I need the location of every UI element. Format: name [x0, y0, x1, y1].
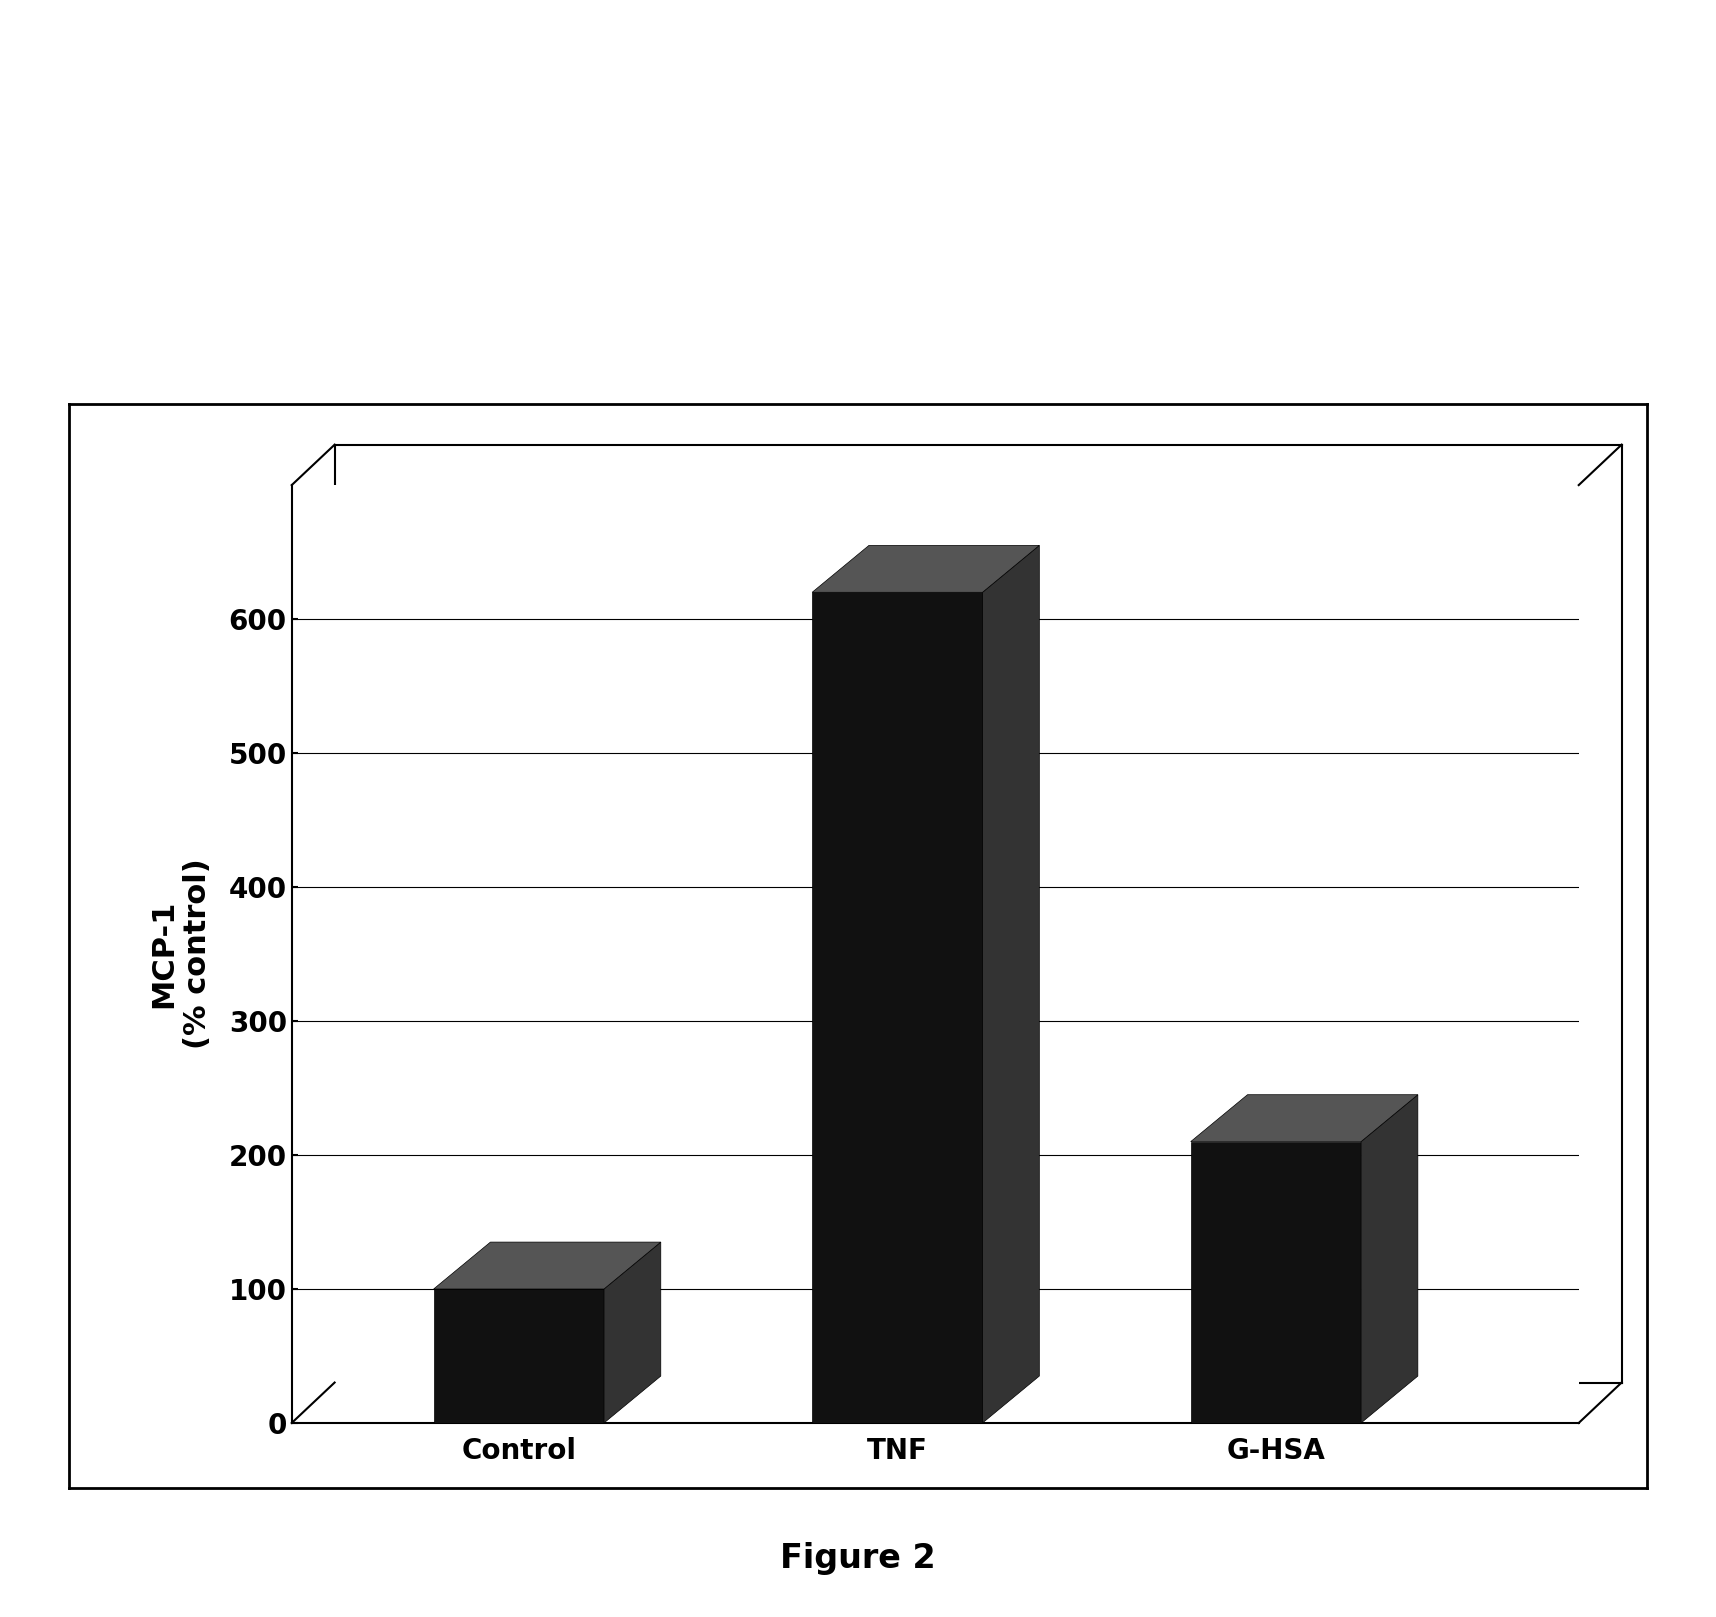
Polygon shape	[1191, 1095, 1417, 1142]
Polygon shape	[812, 545, 1040, 592]
Y-axis label: MCP-1
(% control): MCP-1 (% control)	[149, 859, 213, 1049]
Bar	[812, 592, 983, 1423]
Text: Figure 2: Figure 2	[781, 1543, 935, 1575]
Polygon shape	[434, 1242, 661, 1289]
Bar	[1191, 1142, 1361, 1423]
Polygon shape	[604, 1242, 661, 1423]
Polygon shape	[983, 545, 1040, 1423]
Bar	[434, 1289, 604, 1423]
Polygon shape	[1361, 1095, 1417, 1423]
